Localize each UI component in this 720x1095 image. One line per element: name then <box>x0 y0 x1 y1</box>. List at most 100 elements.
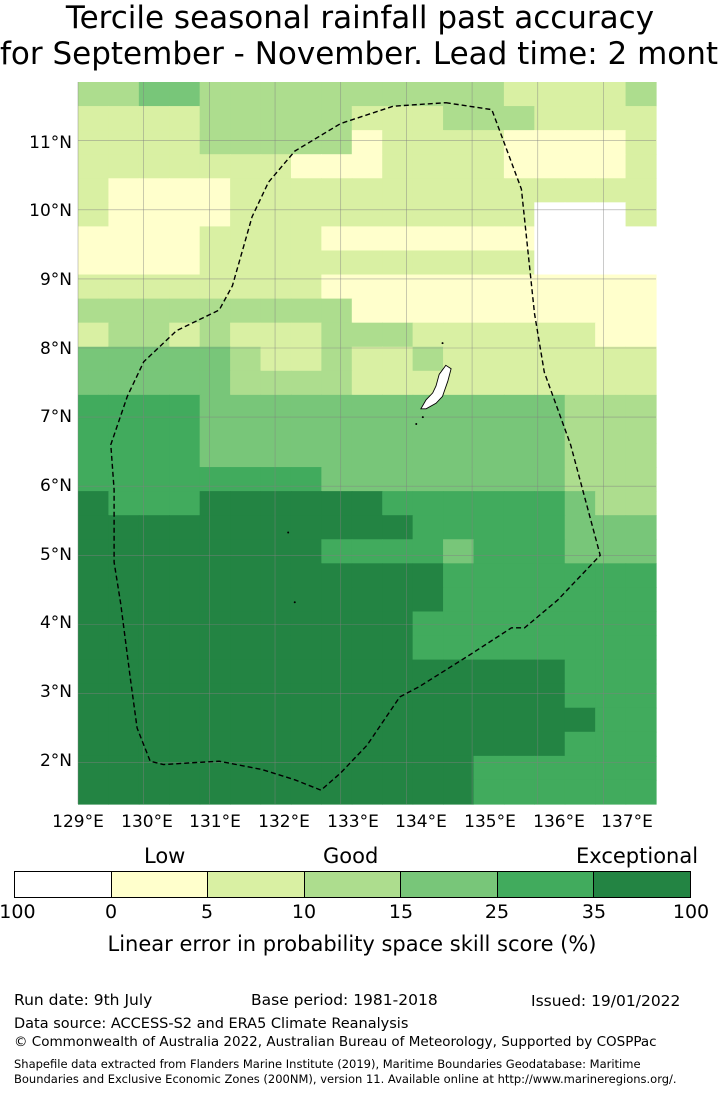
skill-cell <box>473 731 505 757</box>
skill-cell <box>78 563 110 588</box>
skill-cell <box>169 418 201 444</box>
issued-date: Issued: 19/01/2022 <box>531 992 681 1010</box>
lat-label: 10°N <box>29 201 72 221</box>
skill-cell <box>260 563 292 588</box>
skill-cell <box>595 226 627 252</box>
lat-label: 9°N <box>39 270 72 290</box>
skill-cell <box>199 418 231 444</box>
skill-cell <box>351 298 383 324</box>
skill-cell <box>473 394 505 420</box>
skill-cell <box>351 370 383 396</box>
skill-cell <box>290 394 322 420</box>
skill-cell <box>230 370 262 396</box>
skill-cell <box>230 491 262 516</box>
skill-cell <box>169 370 201 396</box>
skill-cell <box>382 298 414 324</box>
skill-cell <box>382 491 414 516</box>
skill-cell <box>321 587 353 613</box>
skill-cell <box>382 226 414 252</box>
skill-cell <box>290 418 322 444</box>
skill-cell <box>138 202 170 227</box>
skill-cell <box>230 322 262 348</box>
skill-cell <box>564 370 596 396</box>
skill-cell <box>260 298 292 324</box>
skill-cell <box>534 106 566 131</box>
skill-cell <box>138 467 170 492</box>
skill-cell <box>351 491 383 516</box>
colorbar-swatch <box>401 872 498 897</box>
skill-cell <box>534 370 566 396</box>
skill-cell <box>382 418 414 444</box>
skill-grid <box>78 82 657 805</box>
skill-cell <box>625 491 657 516</box>
skill-cell <box>595 779 627 805</box>
skill-cell <box>138 130 170 155</box>
skill-cell <box>564 346 596 372</box>
skill-cell <box>108 491 140 516</box>
skill-cell <box>412 346 444 372</box>
skill-cell <box>169 322 201 348</box>
skill-cell <box>564 539 596 564</box>
skill-cell <box>443 250 475 276</box>
skill-cell <box>230 154 262 179</box>
lat-label: 7°N <box>39 407 72 427</box>
skill-cell <box>138 515 170 540</box>
skill-cell <box>169 202 201 227</box>
lat-label: 6°N <box>39 476 72 496</box>
skill-cell <box>321 202 353 227</box>
skill-cell <box>230 443 262 468</box>
skill-cell <box>564 779 596 805</box>
skill-cell <box>443 563 475 588</box>
colorbar-swatch <box>304 872 402 897</box>
skill-cell <box>290 106 322 131</box>
skill-cell <box>321 154 353 179</box>
skill-cell <box>443 394 475 420</box>
skill-cell <box>260 779 292 805</box>
colorbar-tick: 0 <box>104 901 118 923</box>
skill-cell <box>290 82 322 107</box>
skill-cell <box>230 418 262 444</box>
skill-cell <box>625 130 657 155</box>
skill-cell <box>412 154 444 179</box>
skill-cell <box>199 274 231 300</box>
skill-cell <box>169 491 201 516</box>
skill-cell <box>138 418 170 444</box>
skill-cell <box>169 298 201 324</box>
skill-cell <box>503 563 535 588</box>
skill-cell <box>595 587 627 613</box>
skill-cell <box>564 226 596 252</box>
skill-cell <box>78 611 110 637</box>
skill-cell <box>78 226 110 252</box>
skill-cell <box>412 563 444 588</box>
skill-cell <box>199 563 231 588</box>
skill-cell <box>290 707 322 733</box>
skill-cell <box>534 587 566 613</box>
skill-cell <box>412 418 444 444</box>
skill-cell <box>351 226 383 252</box>
skill-cell <box>503 322 535 348</box>
skill-cell <box>321 443 353 468</box>
skill-cell <box>199 491 231 516</box>
skill-cell <box>230 539 262 564</box>
skill-cell <box>351 635 383 661</box>
skill-cell <box>564 683 596 709</box>
skill-cell <box>78 779 110 805</box>
skill-cell <box>78 82 110 107</box>
skill-cell <box>169 755 201 781</box>
skill-cell <box>503 515 535 540</box>
skill-cell <box>199 587 231 613</box>
skill-cell <box>108 250 140 276</box>
skill-cell <box>595 370 627 396</box>
skill-cell <box>321 250 353 276</box>
skill-cell <box>382 178 414 203</box>
skill-cell <box>199 443 231 468</box>
skill-cell <box>412 587 444 613</box>
skill-cell <box>625 779 657 805</box>
skill-cell <box>108 515 140 540</box>
legend-category-exceptional: Exceptional <box>576 844 699 868</box>
skill-cell <box>625 418 657 444</box>
skill-cell <box>260 587 292 613</box>
skill-cell <box>503 587 535 613</box>
skill-cell <box>382 635 414 661</box>
skill-cell <box>625 611 657 637</box>
